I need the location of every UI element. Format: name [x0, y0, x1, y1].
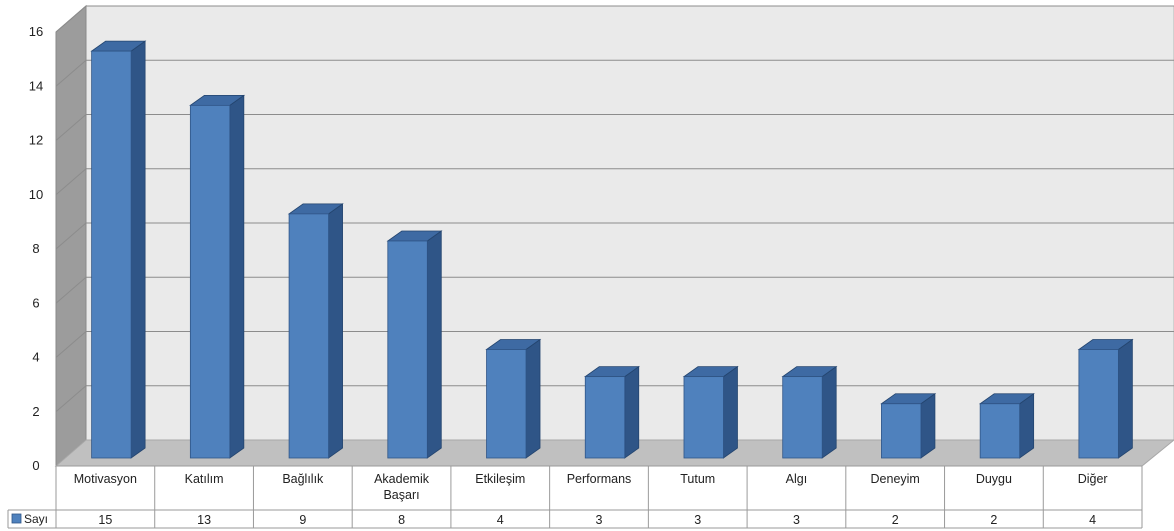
- bar: [90, 40, 147, 459]
- bar: [584, 365, 640, 459]
- bar: [880, 392, 937, 459]
- y-tick-label: 8: [32, 241, 39, 256]
- bar-front: [584, 376, 626, 459]
- bar-side: [229, 94, 245, 459]
- data-value-label: 13: [197, 513, 211, 527]
- bar-side: [525, 338, 541, 459]
- data-table: Sayı Motivasyon 15 Katılım 13 Bağlılık 9 Akadem…: [7, 465, 1143, 529]
- bar: [682, 365, 739, 459]
- data-value-label: 3: [596, 513, 603, 527]
- data-value-label: 3: [694, 513, 701, 527]
- category-label: Algı: [786, 472, 808, 486]
- bar: [978, 392, 1035, 459]
- bar-side: [328, 203, 343, 459]
- bar: [1077, 338, 1134, 459]
- data-value-label: 9: [299, 513, 306, 527]
- y-tick-label: 12: [29, 133, 43, 148]
- bar-side: [821, 365, 837, 459]
- gridlines: [55, 5, 1174, 413]
- bar-front: [782, 376, 823, 459]
- bar-front: [881, 403, 922, 459]
- bar-side: [920, 392, 936, 459]
- bar: [485, 338, 542, 459]
- bar-side: [426, 230, 442, 459]
- y-tick-label: 14: [29, 78, 43, 93]
- bar-front: [288, 213, 329, 459]
- y-tick-label: 16: [29, 24, 43, 39]
- legend-key: [11, 513, 22, 524]
- data-value-label: 15: [98, 513, 112, 527]
- category-label: Katılım: [185, 472, 224, 486]
- bar: [781, 365, 838, 459]
- category-label: Deneyim: [871, 472, 920, 486]
- bar-side: [1019, 392, 1035, 459]
- bar-front: [189, 104, 231, 459]
- category-label-line2: Başarı: [383, 488, 419, 502]
- bar-front: [683, 376, 724, 459]
- category-label: Performans: [567, 472, 632, 486]
- bar-front: [1078, 349, 1119, 459]
- category-label: Diğer: [1078, 472, 1108, 486]
- gridline-side: [55, 168, 87, 196]
- category-label: Bağlılık: [282, 472, 324, 486]
- bar: [386, 230, 443, 459]
- data-value-label: 2: [990, 513, 997, 527]
- data-value-label: 4: [1089, 513, 1096, 527]
- gridline-side: [55, 331, 87, 358]
- bar-side: [624, 365, 640, 459]
- bar-front: [979, 403, 1021, 459]
- y-tick-label: 10: [29, 187, 43, 202]
- bar-side: [1117, 338, 1133, 459]
- y-tick-label: 0: [32, 458, 39, 473]
- category-label: Etkileşim: [475, 472, 525, 486]
- category-label: Duygu: [976, 472, 1012, 486]
- gridline-side: [55, 276, 87, 304]
- legend-series-name: Sayı: [24, 512, 48, 526]
- bar: [287, 203, 344, 459]
- data-value-label: 8: [398, 513, 405, 527]
- y-tick-label: 4: [32, 350, 39, 365]
- bar-front: [387, 240, 428, 459]
- bar: [189, 94, 246, 459]
- data-value-label: 3: [793, 513, 800, 527]
- category-label: Akademik: [374, 472, 430, 486]
- data-value-label: 4: [497, 513, 504, 527]
- category-label: Motivasyon: [74, 472, 137, 486]
- bar-side: [130, 40, 146, 459]
- category-label: Tutum: [680, 472, 715, 486]
- bars: [90, 40, 1134, 459]
- y-axis: 0 2 4 6 8 10 12 14 16: [29, 24, 43, 473]
- bar-front: [486, 349, 527, 459]
- gridline-side: [55, 59, 87, 87]
- gridline-side: [55, 222, 87, 250]
- bar-side: [723, 365, 738, 459]
- gridline-side: [55, 385, 87, 413]
- gridline-side: [55, 5, 87, 33]
- bar-front: [91, 50, 132, 459]
- y-tick-label: 2: [32, 404, 39, 419]
- y-tick-label: 6: [32, 295, 39, 310]
- gridline-side: [55, 114, 87, 141]
- data-value-label: 2: [892, 513, 899, 527]
